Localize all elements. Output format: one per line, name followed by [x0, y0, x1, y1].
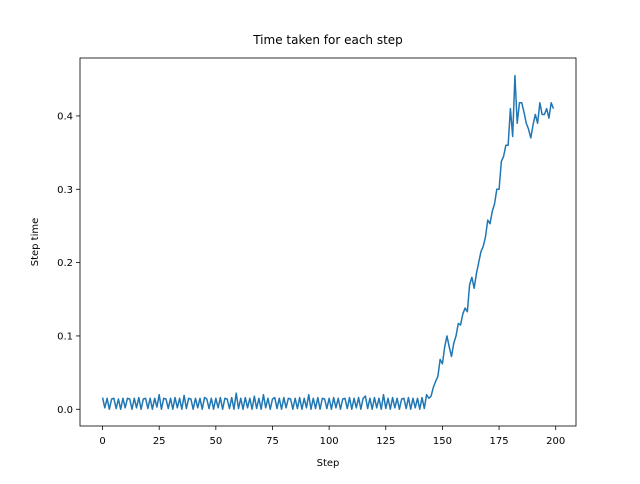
x-tick-label: 0	[99, 436, 105, 447]
x-tick-label: 75	[266, 436, 279, 447]
y-tick-label: 0.3	[57, 185, 73, 196]
line	[101, 74, 555, 411]
y-tick-label: 0.0	[57, 405, 73, 416]
y-axis-label: Step time	[30, 218, 41, 267]
x-tick-label: 150	[433, 436, 452, 447]
x-tick-label: 125	[376, 436, 395, 447]
chart-title: Time taken for each step	[252, 33, 403, 47]
plot-frame	[79, 57, 577, 427]
x-tick-label: 50	[209, 436, 222, 447]
x-tick-label: 100	[320, 436, 339, 447]
x-tick-label: 25	[153, 436, 166, 447]
y-tick-label: 0.4	[57, 111, 73, 122]
x-axis-label: Step	[317, 458, 340, 469]
x-tick-label: 175	[490, 436, 509, 447]
x-tick-label: 200	[546, 436, 565, 447]
y-tick-label: 0.1	[57, 331, 73, 342]
y-tick-label: 0.2	[57, 258, 73, 269]
